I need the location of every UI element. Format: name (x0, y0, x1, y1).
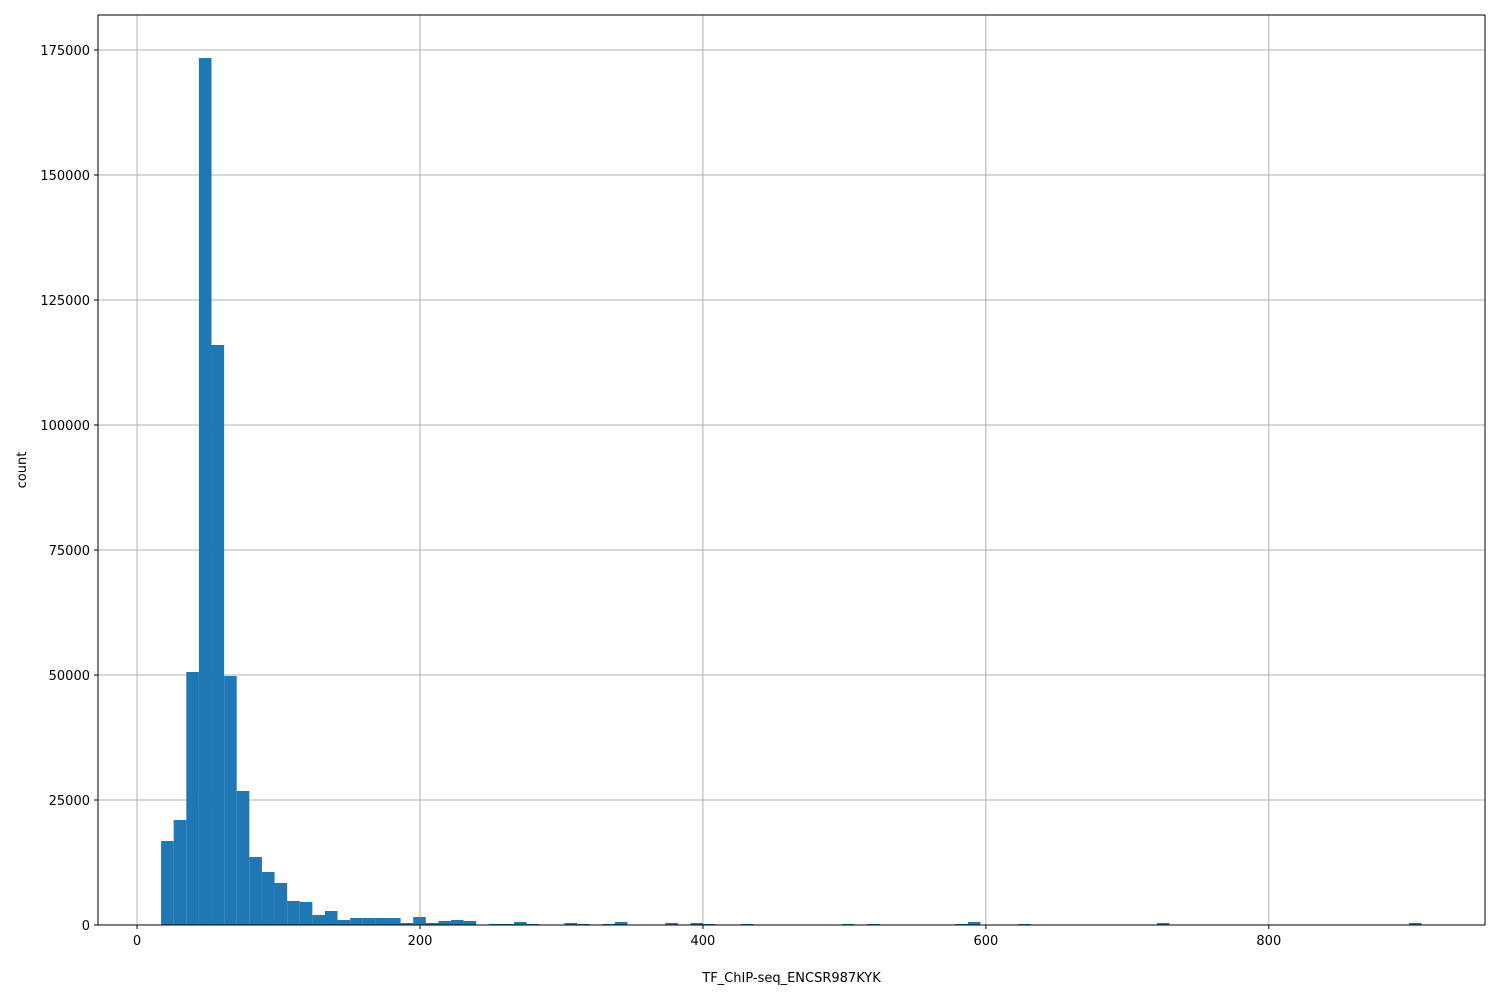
histogram-bar (186, 672, 199, 925)
histogram-bar (161, 841, 174, 925)
axes-frame (97, 14, 1486, 926)
histogram-bar (350, 918, 363, 925)
histogram-bar (438, 921, 452, 925)
grid (98, 15, 1485, 926)
histogram-bar (236, 791, 250, 925)
histogram-bar (1409, 923, 1422, 925)
histogram-bar (614, 922, 628, 925)
y-tick-label: 150000 (40, 169, 90, 184)
histogram-bar (211, 345, 225, 925)
ticks: 0 200 400 600 800 0 25000 50000 75000 100000 12500… (40, 44, 1281, 949)
y-tick-label: 50000 (49, 669, 90, 684)
y-tick-label: 0 (82, 919, 90, 934)
x-tick-label: 200 (408, 934, 433, 949)
histogram-bar (514, 922, 527, 925)
x-axis-label: TF_ChIP-seq_ENCSR987KYK (701, 971, 881, 986)
x-tick-label: 400 (691, 934, 716, 949)
bars (161, 58, 1422, 925)
histogram-bar (1156, 923, 1170, 925)
histogram-bar (324, 911, 338, 925)
histogram-bar (413, 917, 426, 925)
histogram-bar (249, 857, 262, 925)
histogram-bar (274, 883, 288, 925)
x-tick-label: 800 (1256, 934, 1281, 949)
histogram-bar (387, 918, 401, 925)
histogram-bar (375, 918, 388, 925)
histogram-bar (967, 922, 981, 925)
y-tick-label: 125000 (40, 294, 90, 309)
y-axis-label: count (15, 452, 30, 489)
y-tick-label: 25000 (49, 794, 90, 809)
histogram-bar (337, 920, 351, 925)
histogram-bar (463, 921, 477, 925)
histogram-bar (173, 820, 187, 925)
histogram-bar (690, 923, 704, 925)
y-tick-label: 75000 (49, 544, 90, 559)
x-tick-label: 600 (973, 934, 998, 949)
histogram-bar (224, 676, 237, 925)
histogram-bar (198, 58, 212, 925)
x-tick-label: 0 (133, 934, 141, 949)
histogram-bar (425, 923, 439, 925)
histogram-bar (287, 901, 300, 925)
histogram-bar (312, 915, 325, 925)
y-tick-label: 175000 (40, 44, 90, 59)
histogram-bar (299, 902, 313, 925)
histogram-bar (400, 923, 414, 925)
histogram-bar (451, 920, 464, 925)
histogram-bar (665, 923, 678, 925)
histogram-bar (362, 918, 376, 925)
histogram-bar (261, 872, 275, 925)
histogram-bar (564, 923, 578, 925)
y-tick-label: 100000 (40, 419, 90, 434)
